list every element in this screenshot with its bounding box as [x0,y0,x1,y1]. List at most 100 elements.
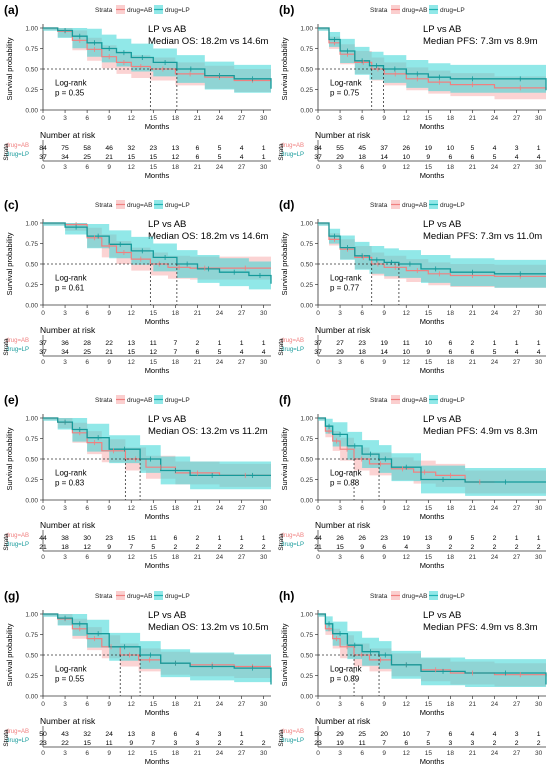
risk-value-lp: 5 [218,154,222,161]
risk-value-lp: 6 [448,349,452,356]
risk-value-lp: 2 [471,544,475,551]
risk-value-ab: 4 [493,731,497,738]
y-axis-title: Survival probability [280,232,289,295]
logrank-p-value: p = 0.89 [330,674,360,683]
risk-x-tick-label: 24 [216,750,224,757]
risk-value-ab: 1 [537,535,541,542]
risk-x-tick-label: 0 [316,164,320,171]
risk-value-lp: 2 [262,544,266,551]
risk-value-lp: 7 [151,740,155,747]
risk-x-tick-label: 18 [447,750,455,757]
risk-x-tick-label: 0 [316,359,320,366]
risk-x-tick-label: 0 [316,554,320,561]
x-tick-label: 30 [535,505,543,512]
y-tick-label: 0.00 [25,498,38,505]
ci-band-lp [318,418,546,496]
risk-x-tick-label: 15 [425,164,433,171]
x-tick-label: 27 [513,310,521,317]
risk-x-tick-label: 9 [107,554,111,561]
x-tick-label: 18 [172,505,180,512]
y-axis-title: Survival probability [280,623,289,686]
risk-value-ab: 10 [402,731,410,738]
legend-item-drug=LP: drug=LP [440,7,465,14]
risk-value-ab: 23 [358,340,366,347]
risk-x-tick-label: 18 [447,554,455,561]
x-tick-label: 12 [128,115,136,122]
risk-x-tick-label: 30 [260,554,268,561]
x-tick-label: 24 [491,115,499,122]
x-tick-label: 3 [63,701,67,708]
risk-x-tick-label: 27 [513,164,521,171]
risk-value-ab: 37 [314,340,322,347]
risk-value-ab: 4 [471,731,475,738]
y-tick-label: 0.75 [25,632,38,639]
legend-item-drug=LP: drug=LP [165,7,190,14]
legend-title: Strata [95,397,113,404]
legend-item-drug=AB: drug=AB [127,7,152,14]
risk-x-axis-title: Months [145,757,170,766]
risk-value-ab: 13 [172,145,180,152]
y-tick-label: 1.00 [25,612,38,619]
risk-value-lp: 12 [150,349,158,356]
y-tick-label: 1.00 [25,26,38,33]
risk-value-lp: 18 [61,544,69,551]
ci-band-lp [43,28,271,103]
risk-x-tick-label: 24 [491,164,499,171]
panel-title: LP vs AB [423,610,461,621]
x-tick-label: 21 [194,505,202,512]
risk-value-ab: 8 [151,731,155,738]
panel-title: LP vs AB [148,414,186,425]
x-tick-label: 24 [216,505,224,512]
risk-x-tick-label: 12 [403,554,411,561]
legend-item-drug=AB: drug=AB [402,202,427,209]
risk-value-lp: 5 [493,349,497,356]
risk-value-lp: 34 [61,154,69,161]
risk-x-tick-label: 21 [469,359,477,366]
risk-x-tick-label: 27 [513,359,521,366]
x-tick-label: 15 [150,505,158,512]
risk-value-lp: 9 [129,740,133,747]
risk-x-tick-label: 15 [150,164,158,171]
x-tick-label: 24 [491,505,499,512]
risk-value-ab: 5 [218,145,222,152]
x-tick-label: 12 [128,310,136,317]
risk-x-tick-label: 6 [85,359,89,366]
y-tick-label: 1.00 [300,612,313,619]
risk-row-label-ab: drug=AB [5,533,29,539]
risk-x-tick-label: 21 [194,164,202,171]
x-tick-label: 12 [403,701,411,708]
y-tick-label: 0.00 [25,108,38,115]
risk-value-lp: 25 [83,154,91,161]
x-tick-label: 0 [41,701,45,708]
risk-value-ab: 44 [314,535,322,542]
risk-value-ab: 6 [173,535,177,542]
logrank-label: Log-rank [55,664,88,673]
risk-value-ab: 30 [83,535,91,542]
x-tick-label: 21 [194,115,202,122]
y-tick-label: 0.00 [25,694,38,701]
risk-x-tick-label: 24 [491,554,499,561]
risk-x-tick-label: 9 [382,359,386,366]
risk-value-ab: 6 [448,340,452,347]
legend-title: Strata [370,593,388,600]
risk-x-tick-label: 9 [382,750,386,757]
legend-item-drug=LP: drug=LP [440,397,465,404]
x-tick-label: 18 [172,115,180,122]
panel-median-text: Median OS: 18.2m vs 14.6m [148,231,268,242]
risk-value-lp: 3 [426,544,430,551]
y-tick-label: 1.00 [25,416,38,423]
y-tick-label: 0.00 [300,108,313,115]
x-tick-label: 30 [535,310,543,317]
risk-value-lp: 9 [426,349,430,356]
legend-title: Strata [370,202,388,209]
risk-value-ab: 11 [403,340,410,347]
risk-value-lp: 3 [173,740,177,747]
x-tick-label: 18 [447,115,455,122]
panel-title: LP vs AB [148,610,186,621]
x-tick-label: 30 [260,505,268,512]
panel-median-text: Median PFS: 7.3m vs 8.9m [423,36,538,47]
risk-value-ab: 1 [493,340,497,347]
risk-x-tick-label: 18 [447,359,455,366]
